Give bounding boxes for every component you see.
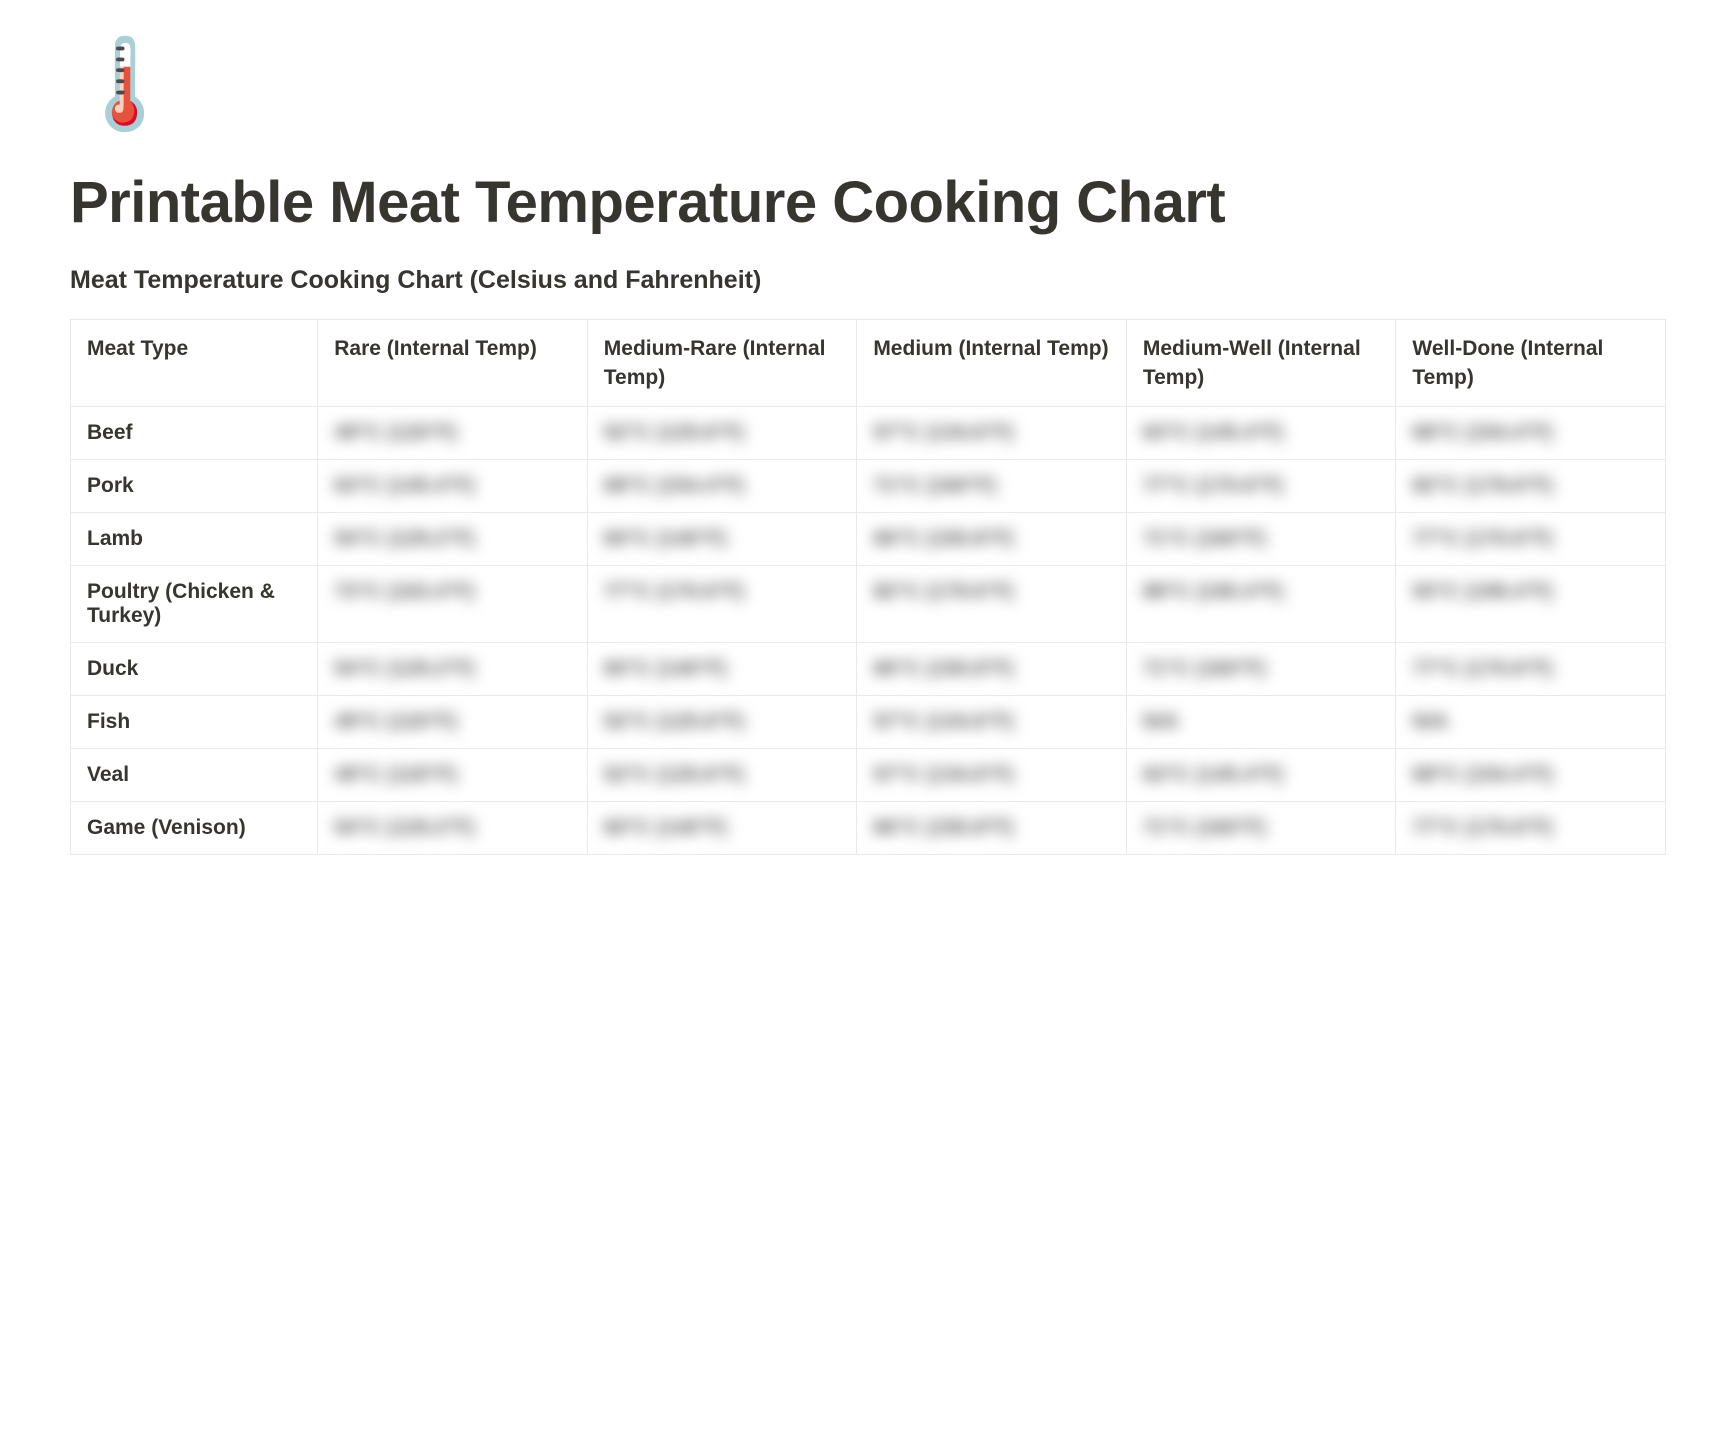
temp-cell: N/A [1126, 696, 1396, 749]
table-row: Duck 54°C (129.2°F) 60°C (140°F) 66°C (1… [71, 643, 1666, 696]
meat-type-cell: Beef [71, 407, 318, 460]
table-row: Veal 49°C (120°F) 52°C (125.6°F) 57°C (1… [71, 749, 1666, 802]
temp-cell: 66°C (150.8°F) [857, 643, 1127, 696]
column-header-medium-rare: Medium-Rare (Internal Temp) [587, 319, 857, 407]
temp-cell: 71°C (160°F) [1126, 643, 1396, 696]
temp-cell: 71°C (160°F) [857, 460, 1127, 513]
temp-cell: 63°C (145.4°F) [318, 460, 588, 513]
temp-cell: 77°C (170.6°F) [1126, 460, 1396, 513]
table-row: Game (Venison) 54°C (129.2°F) 60°C (140°… [71, 802, 1666, 855]
temp-cell: 71°C (160°F) [1126, 513, 1396, 566]
meat-type-cell: Fish [71, 696, 318, 749]
temp-cell: 57°C (134.6°F) [857, 407, 1127, 460]
temp-cell: 54°C (129.2°F) [318, 802, 588, 855]
temp-cell: 54°C (129.2°F) [318, 513, 588, 566]
temp-cell: 77°C (170.6°F) [1396, 643, 1666, 696]
column-header-medium: Medium (Internal Temp) [857, 319, 1127, 407]
meat-type-cell: Veal [71, 749, 318, 802]
temp-cell: 71°C (160°F) [1126, 802, 1396, 855]
temp-cell: 93°C (199.4°F) [1396, 566, 1666, 643]
page-title: Printable Meat Temperature Cooking Chart [70, 168, 1666, 238]
column-header-medium-well: Medium-Well (Internal Temp) [1126, 319, 1396, 407]
table-row: Lamb 54°C (129.2°F) 60°C (140°F) 66°C (1… [71, 513, 1666, 566]
temp-cell: 49°C (120°F) [318, 696, 588, 749]
page-icon: 🌡️ [70, 40, 180, 128]
temp-cell: 63°C (145.4°F) [1126, 749, 1396, 802]
column-header-meat-type: Meat Type [71, 319, 318, 407]
temp-cell: 77°C (170.6°F) [1396, 513, 1666, 566]
temp-cell: 68°C (154.4°F) [587, 460, 857, 513]
temp-cell: 73°C (163.4°F) [318, 566, 588, 643]
temp-cell: 82°C (179.6°F) [1396, 460, 1666, 513]
temp-cell: 77°C (170.6°F) [1396, 802, 1666, 855]
meat-type-cell: Pork [71, 460, 318, 513]
temp-cell: 52°C (125.6°F) [587, 749, 857, 802]
meat-type-cell: Lamb [71, 513, 318, 566]
temp-cell: 52°C (125.6°F) [587, 696, 857, 749]
temp-cell: 57°C (134.6°F) [857, 749, 1127, 802]
temp-cell: 52°C (125.6°F) [587, 407, 857, 460]
column-header-well-done: Well-Done (Internal Temp) [1396, 319, 1666, 407]
temp-cell: 57°C (134.6°F) [857, 696, 1127, 749]
meat-type-cell: Poultry (Chicken & Turkey) [71, 566, 318, 643]
temp-cell: N/A [1396, 696, 1666, 749]
temp-cell: 49°C (120°F) [318, 407, 588, 460]
temp-cell: 77°C (170.6°F) [587, 566, 857, 643]
meat-type-cell: Game (Venison) [71, 802, 318, 855]
temp-cell: 49°C (120°F) [318, 749, 588, 802]
table-row: Beef 49°C (120°F) 52°C (125.6°F) 57°C (1… [71, 407, 1666, 460]
temp-cell: 63°C (145.4°F) [1126, 407, 1396, 460]
table-row: Fish 49°C (120°F) 52°C (125.6°F) 57°C (1… [71, 696, 1666, 749]
temp-cell: 54°C (129.2°F) [318, 643, 588, 696]
temp-cell: 68°C (154.4°F) [1396, 407, 1666, 460]
page-subtitle: Meat Temperature Cooking Chart (Celsius … [70, 266, 1666, 295]
table-row: Pork 63°C (145.4°F) 68°C (154.4°F) 71°C … [71, 460, 1666, 513]
meat-type-cell: Duck [71, 643, 318, 696]
table-row: Poultry (Chicken & Turkey) 73°C (163.4°F… [71, 566, 1666, 643]
temperature-table: Meat Type Rare (Internal Temp) Medium-Ra… [70, 319, 1666, 856]
temp-cell: 88°C (190.4°F) [1126, 566, 1396, 643]
column-header-rare: Rare (Internal Temp) [318, 319, 588, 407]
temp-cell: 60°C (140°F) [587, 643, 857, 696]
temp-cell: 66°C (150.8°F) [857, 802, 1127, 855]
table-header-row: Meat Type Rare (Internal Temp) Medium-Ra… [71, 319, 1666, 407]
temp-cell: 66°C (150.8°F) [857, 513, 1127, 566]
temp-cell: 82°C (179.6°F) [857, 566, 1127, 643]
temp-cell: 60°C (140°F) [587, 513, 857, 566]
table-header: Meat Type Rare (Internal Temp) Medium-Ra… [71, 319, 1666, 407]
temp-cell: 68°C (154.4°F) [1396, 749, 1666, 802]
temp-cell: 60°C (140°F) [587, 802, 857, 855]
table-body: Beef 49°C (120°F) 52°C (125.6°F) 57°C (1… [71, 407, 1666, 855]
